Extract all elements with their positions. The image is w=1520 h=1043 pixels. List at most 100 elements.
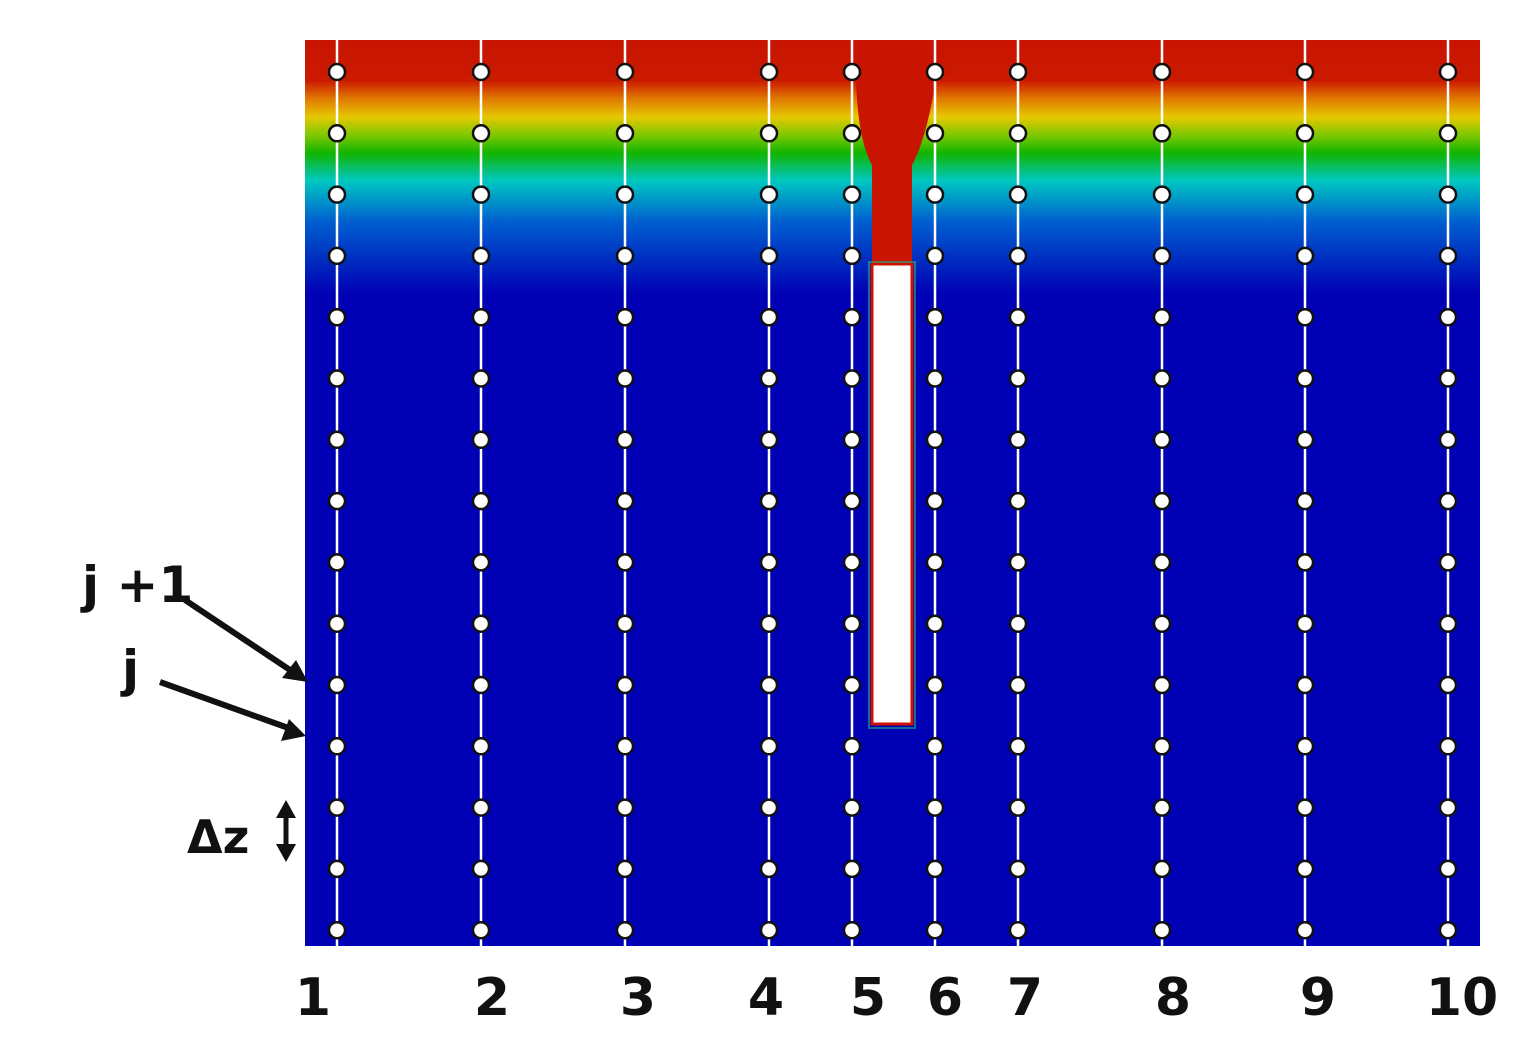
upper-index-label: j +1	[80, 556, 193, 614]
grid-node	[327, 491, 347, 511]
grid-node	[327, 920, 347, 940]
grid-node	[842, 798, 862, 817]
grid-node	[1152, 62, 1172, 82]
grid-node	[1152, 491, 1172, 511]
grid-node	[1295, 553, 1315, 572]
grid-node	[327, 124, 347, 143]
grid-node	[759, 185, 779, 204]
upper-index-arrow	[183, 597, 298, 677]
grid-node	[1008, 859, 1028, 879]
grid-node	[842, 430, 862, 450]
grid-node	[471, 246, 491, 266]
grid-node	[925, 553, 945, 572]
grid-node	[615, 737, 635, 756]
grid-node	[471, 614, 491, 633]
lower-index-label: j	[120, 640, 139, 698]
grid-node	[1008, 553, 1028, 572]
upper-index-arrowhead	[282, 660, 308, 682]
grid-node	[1438, 246, 1458, 266]
grid-node	[759, 369, 779, 388]
grid-node	[759, 246, 779, 266]
spacing-label: Δz	[187, 810, 249, 864]
grid-node	[842, 675, 862, 695]
grid-node	[1008, 920, 1028, 940]
grid-node	[327, 614, 347, 633]
grid-node	[842, 737, 862, 756]
grid-node	[1295, 614, 1315, 633]
grid-node	[1438, 614, 1458, 633]
grid-node	[1008, 614, 1028, 633]
grid-node	[1008, 369, 1028, 388]
grid-node	[1438, 369, 1458, 388]
grid-node	[1438, 430, 1458, 450]
grid-node	[327, 737, 347, 756]
grid-node	[1152, 185, 1172, 204]
grid-node	[615, 614, 635, 633]
grid-node	[1438, 920, 1458, 940]
grid-node	[759, 124, 779, 143]
grid-node	[615, 798, 635, 817]
grid-node	[925, 491, 945, 511]
grid-node	[471, 675, 491, 695]
grid-node	[1152, 798, 1172, 817]
grid-node	[471, 124, 491, 143]
grid-node	[925, 124, 945, 143]
grid-node	[471, 307, 491, 327]
grid-node	[615, 185, 635, 204]
grid-node	[925, 859, 945, 879]
grid-node	[759, 430, 779, 450]
grid-node	[327, 859, 347, 879]
grid-node	[1438, 124, 1458, 143]
grid-node	[615, 859, 635, 879]
grid-node	[842, 553, 862, 572]
grid-node	[925, 614, 945, 633]
grid-node	[1295, 491, 1315, 511]
grid-node	[925, 920, 945, 940]
grid-node	[1438, 737, 1458, 756]
grid-node	[615, 246, 635, 266]
grid-node	[925, 675, 945, 695]
grid-node	[1152, 553, 1172, 572]
index-annotations: j +1 j Δz	[80, 556, 308, 864]
grid-node	[471, 859, 491, 879]
grid-node	[1295, 798, 1315, 817]
column-labels: 1 2 3 4 5 6 7 8 9 10	[295, 968, 1498, 1028]
grid-node	[471, 491, 491, 511]
grid-node	[1295, 737, 1315, 756]
grid-node	[327, 798, 347, 817]
grid-node	[925, 185, 945, 204]
grid-node	[471, 430, 491, 450]
grid-node	[1295, 859, 1315, 879]
inclusion-body	[870, 262, 914, 726]
grid-node	[1295, 246, 1315, 266]
inclusion-glow	[868, 261, 916, 729]
grid-node	[327, 675, 347, 695]
grid-node	[1008, 491, 1028, 511]
grid-node	[1008, 124, 1028, 143]
grid-node	[1438, 798, 1458, 817]
grid-node	[842, 62, 862, 82]
temperature-field	[305, 40, 1480, 946]
grid-node	[759, 491, 779, 511]
grid-node	[1008, 246, 1028, 266]
spacing-double-arrow-icon	[276, 800, 296, 862]
grid-node	[842, 185, 862, 204]
grid-node	[1152, 369, 1172, 388]
grid-node	[842, 491, 862, 511]
grid-node	[759, 920, 779, 940]
grid-node	[327, 62, 347, 82]
grid-node	[842, 369, 862, 388]
column-label-5: 5	[850, 968, 886, 1028]
grid-node	[842, 246, 862, 266]
column-label-8: 8	[1155, 968, 1191, 1028]
grid-node	[759, 307, 779, 327]
grid-node	[925, 307, 945, 327]
column-label-4: 4	[748, 968, 784, 1028]
grid-node	[327, 369, 347, 388]
grid-node	[615, 675, 635, 695]
grid-node	[327, 246, 347, 266]
grid-node	[925, 246, 945, 266]
grid-node	[615, 920, 635, 940]
grid-node	[1152, 307, 1172, 327]
grid-node	[471, 369, 491, 388]
